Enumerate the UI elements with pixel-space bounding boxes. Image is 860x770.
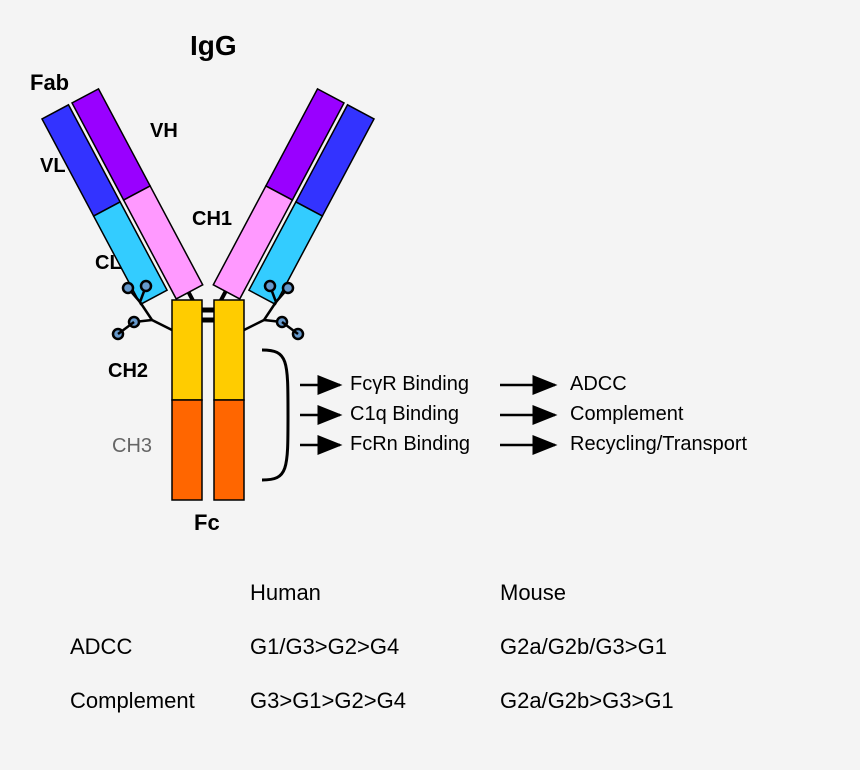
ch3-left bbox=[172, 400, 202, 500]
ch2-right bbox=[214, 300, 244, 400]
label-ch3: CH3 bbox=[112, 435, 152, 458]
label-vh: VH bbox=[150, 120, 178, 143]
label-cl: CL bbox=[95, 252, 122, 275]
label-ch1: CH1 bbox=[192, 208, 232, 231]
binding-c1q: C1q Binding bbox=[350, 403, 459, 426]
label-vl: VL bbox=[40, 155, 66, 178]
label-ch2: CH2 bbox=[108, 360, 148, 383]
table-row-complement-mouse: G2a/G2b>G3>G1 bbox=[500, 688, 750, 714]
table-row-adcc-human: G1/G3>G2>G4 bbox=[250, 634, 500, 660]
table-row-adcc-mouse: G2a/G2b/G3>G1 bbox=[500, 634, 750, 660]
effect-complement: Complement bbox=[570, 403, 683, 426]
effect-adcc: ADCC bbox=[570, 373, 627, 396]
label-fc: Fc bbox=[194, 510, 220, 536]
label-fab: Fab bbox=[30, 70, 69, 96]
table-row-complement-label: Complement bbox=[70, 688, 250, 714]
title-igg: IgG bbox=[190, 30, 237, 62]
table-row-adcc-label: ADCC bbox=[70, 634, 250, 660]
binding-fcgr: FcγR Binding bbox=[350, 373, 469, 396]
fc-stem bbox=[172, 300, 244, 500]
fc-bracket bbox=[262, 350, 288, 480]
ch3-right bbox=[214, 400, 244, 500]
table-col-mouse: Mouse bbox=[500, 580, 750, 606]
ch2-left bbox=[172, 300, 202, 400]
binding-fcrn: FcRn Binding bbox=[350, 433, 470, 456]
table-col-human: Human bbox=[250, 580, 500, 606]
effect-recycling: Recycling/Transport bbox=[570, 433, 747, 456]
table-row-complement-human: G3>G1>G2>G4 bbox=[250, 688, 500, 714]
subclass-table: Human Mouse ADCC G1/G3>G2>G4 G2a/G2b/G3>… bbox=[70, 580, 770, 742]
